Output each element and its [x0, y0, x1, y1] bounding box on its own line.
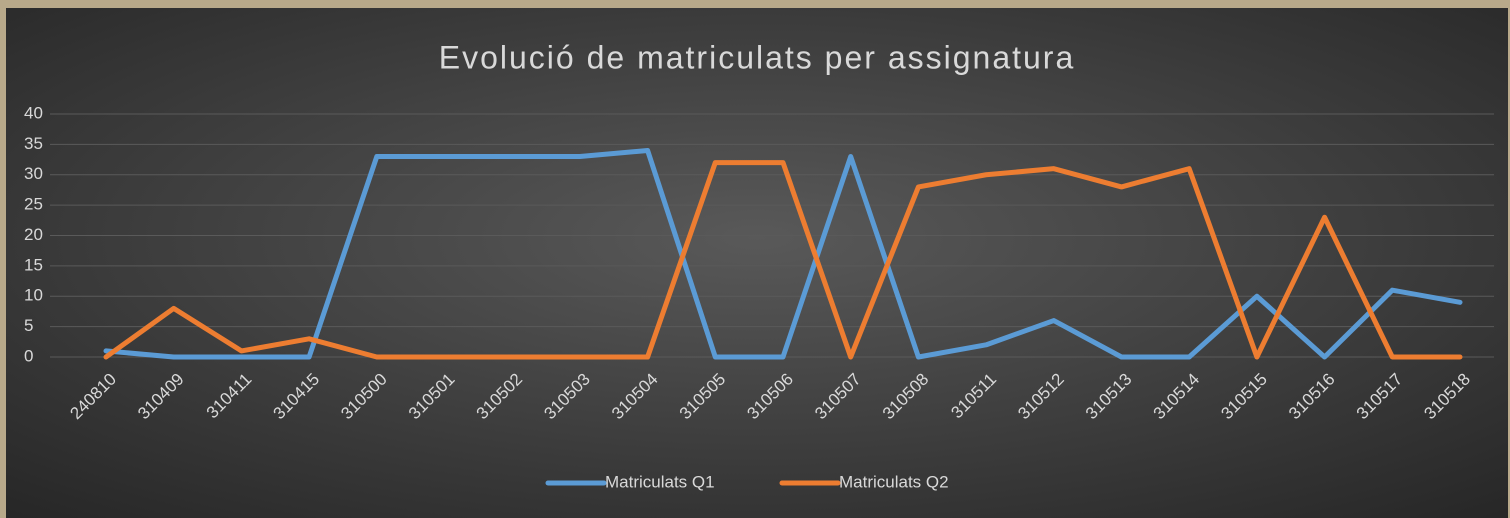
y-tick-label: 25 — [24, 195, 43, 214]
y-tick-label: 15 — [24, 255, 43, 274]
y-tick-label: 20 — [24, 225, 43, 244]
line-series — [103, 147, 1463, 360]
y-tick-label: 10 — [24, 286, 43, 305]
line-series — [103, 160, 1463, 360]
y-tick-label: 0 — [24, 346, 33, 365]
y-tick-label: 30 — [24, 164, 43, 183]
y-tick-label: 40 — [24, 103, 43, 122]
legend-label: Matriculats Q2 — [839, 472, 949, 491]
y-tick-label: 5 — [24, 316, 33, 335]
chart-background — [6, 8, 1508, 518]
legend-label: Matriculats Q1 — [605, 472, 715, 491]
chart-title: Evolució de matriculats per assignatura — [439, 39, 1076, 75]
y-tick-label: 35 — [24, 134, 43, 153]
